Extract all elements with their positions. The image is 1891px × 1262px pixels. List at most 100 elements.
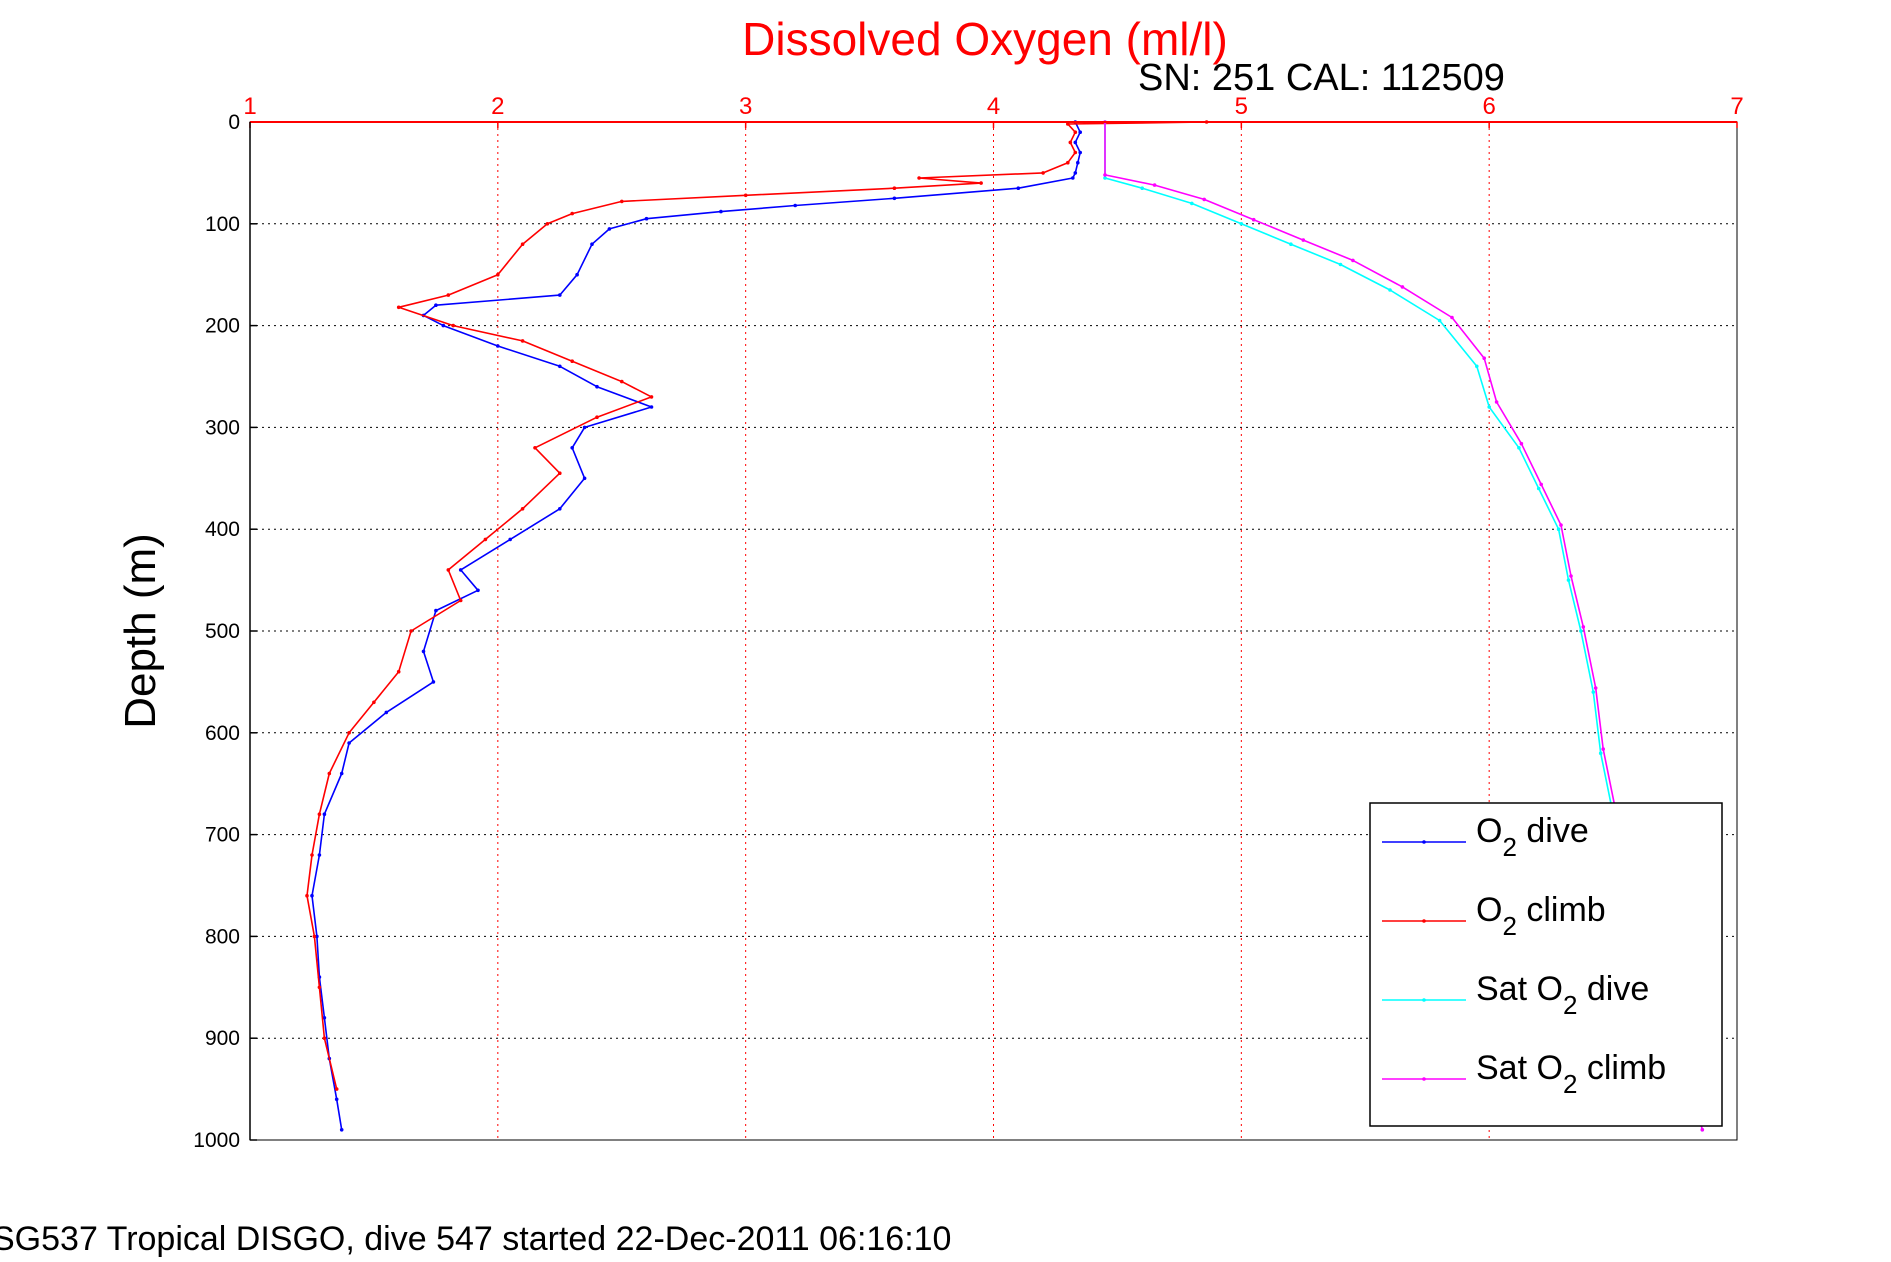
y-tick-label: 600 [205, 722, 240, 745]
data-point [1152, 183, 1157, 187]
data-point [1041, 171, 1045, 175]
y-tick-label: 700 [205, 824, 240, 847]
x-tick-label: 5 [1235, 93, 1248, 120]
data-point [917, 176, 921, 180]
data-point [595, 415, 599, 420]
data-point [1494, 400, 1499, 404]
legend-entry-o2-dive: O2 dive [1382, 812, 1589, 862]
series-o2-climb [305, 120, 1209, 1091]
data-point [575, 272, 579, 277]
x-tick-label: 7 [1730, 93, 1743, 120]
data-point [1066, 122, 1070, 126]
legend-marker [1422, 919, 1426, 923]
data-point [1517, 446, 1521, 450]
legend-label: Sat O2 dive [1476, 970, 1649, 1020]
data-point [1202, 197, 1206, 202]
x-tick-label: 3 [739, 93, 752, 120]
chart-title: Dissolved Oxygen (ml/l) [742, 13, 1228, 65]
data-point [1073, 171, 1078, 175]
data-point [558, 507, 562, 511]
legend-entry-sat-o2-dive: Sat O2 dive [1382, 970, 1649, 1020]
data-point [305, 893, 309, 898]
data-point [1400, 285, 1405, 289]
data-point [1068, 140, 1073, 145]
y-tick-label: 900 [205, 1027, 240, 1050]
chart-subtitle: SN: 251 CAL: 112509 [1138, 57, 1505, 99]
data-point [441, 323, 446, 328]
y-tick-label: 800 [205, 925, 240, 948]
figure-footer: SG537 Tropical DISGO, dive 547 started 2… [0, 1220, 951, 1258]
data-point [620, 199, 624, 204]
data-point [570, 359, 574, 364]
data-point [1519, 441, 1524, 446]
data-point [1450, 315, 1454, 320]
data-point [719, 209, 723, 214]
data-point [317, 853, 322, 857]
data-point [384, 710, 389, 715]
y-tick-label: 100 [205, 213, 240, 236]
data-point [558, 293, 562, 297]
legend-marker [1422, 998, 1426, 1002]
data-point [533, 446, 537, 450]
data-point [1536, 486, 1541, 491]
data-point [431, 680, 436, 684]
y-tick-label: 400 [205, 518, 240, 541]
data-point [409, 629, 413, 633]
y-tick-label: 200 [205, 315, 240, 338]
data-point [1556, 527, 1561, 531]
data-point [520, 507, 525, 511]
data-point [558, 364, 562, 369]
data-point [434, 303, 438, 308]
data-point [582, 476, 587, 481]
data-point [1289, 242, 1293, 246]
x-tick-label: 4 [987, 93, 1000, 120]
data-point [1601, 747, 1605, 751]
data-point [483, 537, 488, 542]
data-point [1239, 222, 1244, 226]
data-point [1301, 238, 1306, 242]
data-point [1566, 578, 1571, 582]
data-point [892, 196, 897, 201]
y-axis-label: Depth (m) [116, 533, 165, 729]
data-point [458, 568, 463, 572]
data-point [595, 384, 599, 389]
x-tick-label: 1 [243, 93, 256, 120]
data-point [892, 186, 897, 190]
data-point [1073, 140, 1078, 145]
y-tick-label: 300 [205, 416, 240, 439]
data-point [446, 568, 451, 572]
data-point [520, 242, 525, 246]
legend-marker [1422, 1077, 1426, 1081]
y-tick-labels: 0 100 200 300 400 500 600 700 800 900 1000 [193, 111, 240, 1152]
x-tick-label: 6 [1482, 93, 1495, 120]
data-point [979, 181, 983, 185]
data-point [649, 405, 654, 409]
data-point [545, 222, 550, 226]
legend-entries: O2 dive O2 climb Sat O2 dive Sat O2 climb [1382, 812, 1666, 1099]
data-point [451, 323, 456, 328]
data-point [1579, 629, 1583, 633]
data-point [1388, 288, 1392, 292]
data-point [1539, 482, 1543, 487]
data-point [496, 344, 500, 348]
data-point [1437, 318, 1442, 323]
data-point [607, 227, 612, 231]
y-tick-label: 1000 [193, 1129, 240, 1152]
data-point [446, 293, 451, 297]
legend-label: O2 dive [1476, 812, 1589, 862]
data-point [434, 608, 438, 613]
legend-box [1369, 802, 1723, 1127]
data-point [1598, 751, 1603, 755]
data-point [1190, 201, 1194, 206]
data-point [1016, 186, 1021, 190]
data-point [570, 211, 574, 216]
data-point [743, 193, 748, 198]
legend-label: O2 climb [1476, 891, 1606, 941]
data-point [339, 771, 344, 776]
data-point [458, 598, 463, 603]
data-point [1475, 364, 1479, 369]
data-point [793, 203, 797, 208]
data-point [570, 446, 574, 450]
data-point [1351, 258, 1355, 263]
x-tick-labels: 1 2 3 4 5 6 7 [243, 93, 1743, 120]
